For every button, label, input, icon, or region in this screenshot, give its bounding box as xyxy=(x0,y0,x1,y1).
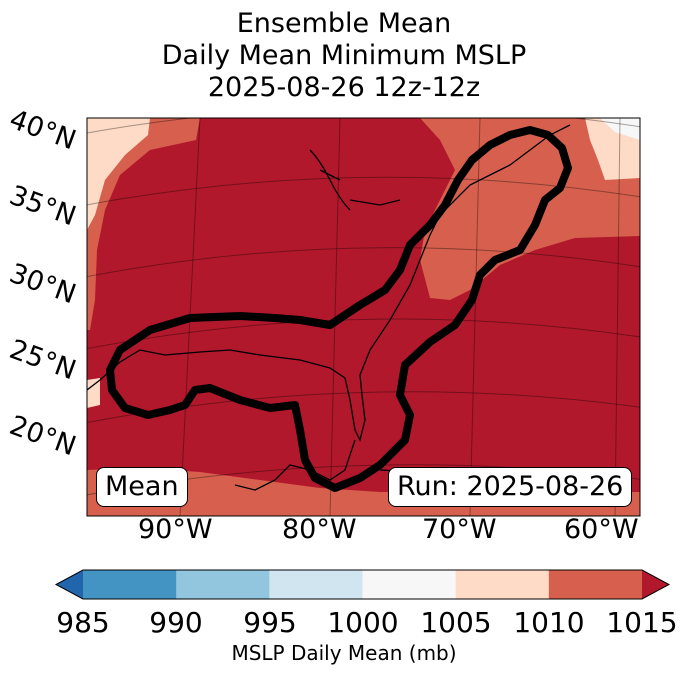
colorbar-tick-1015: 1015 xyxy=(606,606,678,639)
region-1005-1010-left xyxy=(87,378,100,408)
region-1010-1015-east xyxy=(420,118,640,300)
colorbar-segment xyxy=(548,570,643,599)
mean-label-box: Mean xyxy=(96,467,188,507)
colorbar-segment xyxy=(176,570,270,599)
title-line-2: Daily Mean Minimum MSLP xyxy=(161,40,527,71)
lon-label-90: 90°W xyxy=(138,514,213,545)
colorbar-tick-995: 995 xyxy=(243,606,297,639)
colorbar-segment xyxy=(269,570,363,599)
region-1005-1010-nw xyxy=(87,118,150,230)
colorbar-tick-990: 990 xyxy=(149,606,203,639)
title-line-1: Ensemble Mean xyxy=(236,8,452,39)
colorbar-tick-1000: 1000 xyxy=(327,606,399,639)
colorbar-tick-1010: 1010 xyxy=(513,606,585,639)
lon-label-80: 80°W xyxy=(282,514,357,545)
colorbar-extend-low xyxy=(56,570,83,599)
title-line-3: 2025-08-26 12z-12z xyxy=(207,72,481,103)
lon-label-60: 60°W xyxy=(564,514,639,545)
region-1010-1015-west xyxy=(87,118,200,330)
colorbar-label: MSLP Daily Mean (mb) xyxy=(231,641,457,665)
colorbar-extend-high xyxy=(642,570,669,599)
colorbar-tick-1005: 1005 xyxy=(420,606,492,639)
run-label-box: Run: 2025-08-26 xyxy=(388,467,633,507)
region-1000-1005-ne xyxy=(600,118,640,140)
colorbar-segment xyxy=(83,570,177,599)
colorbar-tick-985: 985 xyxy=(56,606,110,639)
colorbar-segment xyxy=(362,570,457,599)
colorbar-outline xyxy=(54,569,671,600)
lon-label-70: 70°W xyxy=(422,514,497,545)
colorbar-segment xyxy=(455,570,550,599)
contour-1015 xyxy=(106,126,572,492)
map-frame xyxy=(86,117,641,517)
